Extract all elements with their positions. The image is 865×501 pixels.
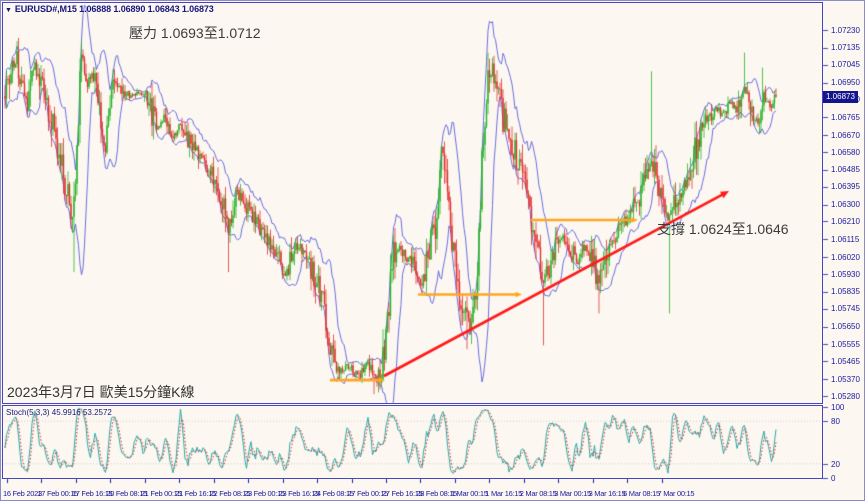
symbol-name: EURUSD#,M15 (14, 4, 77, 14)
time-axis-label: 24 Feb 08:15 (313, 489, 354, 498)
resistance-annotation: 壓力 1.0693至1.0712 (129, 25, 261, 41)
stochastic-indicator-label: Stoch(5,3,3) 45.9916 53.2572 (6, 408, 112, 417)
time-axis-label: 6 Mar 08:15 (623, 489, 660, 498)
time-axis-label: 3 Mar 16:15 (588, 489, 626, 498)
time-axis-label: 23 Feb 16:15 (278, 489, 320, 498)
time-axis-label: 7 Mar 00:15 (657, 489, 695, 498)
time-axis-label: 20 Feb 08:15 (106, 489, 147, 498)
price-axis-label: 1.05465 (831, 356, 860, 366)
symbol-header: ▼ EURUSD#,M15 1.06888 1.06890 1.06843 1.0… (5, 4, 214, 14)
time-axis-label: 16 Feb 2023 (3, 489, 42, 498)
time-axis-label: 21 Feb 00:15 (140, 489, 182, 498)
price-axis-label: 1.05280 (831, 391, 860, 401)
price-axis-label: 1.05370 (831, 374, 860, 384)
price-axis-label: 1.06210 (831, 216, 860, 226)
time-axis-label: 27 Feb 00:15 (347, 489, 389, 498)
time-axis-label: 17 Feb 00:15 (37, 489, 79, 498)
price-axis-label: 1.06115 (831, 234, 860, 244)
support-annotation: 支撐 1.0624至1.0646 (657, 221, 789, 237)
time-axis-label: 21 Feb 16:15 (175, 489, 216, 498)
price-axis-label: 1.05930 (831, 269, 860, 279)
price-axis-label: 1.06485 (831, 165, 860, 175)
time-axis-label: 23 Feb 00:15 (244, 489, 285, 498)
stochastic-axis-label: 20 (831, 459, 840, 469)
price-axis-label: 1.06395 (831, 182, 860, 192)
time-axis-label: 27 Feb 16:15 (381, 489, 423, 498)
price-axis-label: 1.06765 (831, 112, 860, 122)
stochastic-axis-label: 80 (831, 417, 840, 427)
time-axis-label: 2 Mar 08:15 (519, 489, 557, 498)
current-price-badge: 1.06873 (823, 91, 858, 104)
price-axis-label: 1.06580 (831, 147, 860, 157)
price-axis-label: 1.07045 (831, 60, 860, 70)
time-axis-label: 3 Mar 00:15 (554, 489, 591, 498)
time-axis-label: 1 Mar 00:15 (450, 489, 488, 498)
price-axis-label: 1.05650 (831, 322, 860, 332)
time-axis-label: 22 Feb 08:15 (209, 489, 251, 498)
price-axis-label: 1.07230 (831, 25, 860, 35)
price-axis-label: 1.06020 (831, 252, 860, 262)
price-axis-label: 1.07135 (831, 43, 860, 53)
price-axis-label: 1.06950 (831, 78, 860, 88)
time-axis-label: 1 Mar 16:15 (485, 489, 523, 498)
price-axis-label: 1.05835 (831, 287, 860, 297)
price-axis-label: 1.06300 (831, 200, 860, 210)
time-axis-label: 17 Feb 16:15 (71, 489, 113, 498)
time-axis-label: 28 Feb 08:15 (416, 489, 457, 498)
ohlc-quotes: 1.06888 1.06890 1.06843 1.06873 (79, 4, 214, 14)
price-axis-label: 1.05745 (831, 304, 860, 314)
price-axis-label: 1.06670 (831, 130, 860, 140)
stochastic-axis-label: 0 (831, 474, 836, 483)
stochastic-axis-label: 100 (831, 403, 845, 412)
symbol-dropdown-icon[interactable]: ▼ (5, 7, 12, 14)
price-axis-label: 1.05555 (831, 339, 860, 349)
chart-caption: 2023年3月7日 歐美15分鐘K線 (7, 384, 195, 400)
